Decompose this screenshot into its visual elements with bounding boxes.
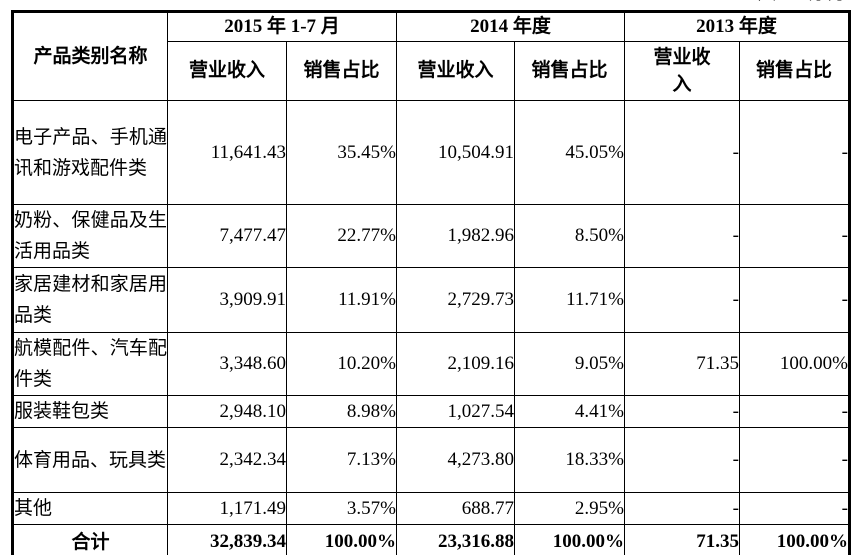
revenue-2015-cell: 3,348.60 <box>167 332 287 396</box>
revenue-2014-cell: 1,027.54 <box>396 395 515 428</box>
total-row: 合计 32,839.34 100.00% 23,316.88 100.00% 7… <box>12 524 850 555</box>
total-label-cell: 合计 <box>12 524 168 555</box>
revenue-2013-cell: - <box>624 267 740 333</box>
revenue-2015-cell: 2,342.34 <box>167 427 287 493</box>
revenue-2015-cell: 11,641.43 <box>167 100 287 205</box>
share-2014-cell: 2.95% <box>514 492 625 525</box>
category-cell: 电子产品、手机通讯和游戏配件类 <box>12 100 168 205</box>
revenue-2013-header-text: 营业收入 <box>653 47 711 95</box>
share-2015-header: 销售占比 <box>286 41 397 101</box>
table-row: 家居建材和家居用品类 3,909.91 11.91% 2,729.73 11.7… <box>12 267 850 333</box>
revenue-2015-cell: 1,171.49 <box>167 492 287 525</box>
header-row-periods: 产品类别名称 2015 年 1-7 月 2014 年度 2013 年度 <box>12 11 850 101</box>
share-2015-cell: 22.77% <box>286 204 397 268</box>
revenue-2014-cell: 10,504.91 <box>396 100 515 205</box>
revenue-2013-cell: 71.35 <box>624 332 740 396</box>
table-row: 电子产品、手机通讯和游戏配件类 11,641.43 35.45% 10,504.… <box>12 100 850 205</box>
revenue-2013-header: 营业收入 <box>624 41 740 101</box>
revenue-2015-cell: 2,948.10 <box>167 395 287 428</box>
table-row: 服装鞋包类 2,948.10 8.98% 1,027.54 4.41% - - <box>12 395 850 428</box>
share-2013-cell: - <box>739 492 850 525</box>
category-cell: 奶粉、保健品及生活用品类 <box>12 204 168 268</box>
revenue-2015-header: 营业收入 <box>167 41 287 101</box>
revenue-2015-cell: 7,477.47 <box>167 204 287 268</box>
share-2013-cell: - <box>739 204 850 268</box>
revenue-2014-cell: 2,729.73 <box>396 267 515 333</box>
share-2015-cell: 3.57% <box>286 492 397 525</box>
share-2014-cell: 8.50% <box>514 204 625 268</box>
table-row: 其他 1,171.49 3.57% 688.77 2.95% - - <box>12 492 850 525</box>
share-2014-cell: 45.05% <box>514 100 625 205</box>
category-cell: 航模配件、汽车配件类 <box>12 332 168 396</box>
category-cell: 其他 <box>12 492 168 525</box>
revenue-2015-cell: 3,909.91 <box>167 267 287 333</box>
revenue-2013-cell: - <box>624 395 740 428</box>
revenue-2013-cell: - <box>624 427 740 493</box>
revenue-2013-cell: - <box>624 100 740 205</box>
share-2015-cell: 11.91% <box>286 267 397 333</box>
header-row-metrics: 营业收入 销售占比 营业收入 销售占比 营业收入 销售占比 <box>13 41 850 101</box>
table-row: 奶粉、保健品及生活用品类 7,477.47 22.77% 1,982.96 8.… <box>12 204 850 268</box>
revenue-2014-total-cell: 23,316.88 <box>396 524 515 555</box>
share-2015-cell: 10.20% <box>286 332 397 396</box>
share-2013-header: 销售占比 <box>739 41 850 101</box>
share-2014-total-cell: 100.00% <box>514 524 625 555</box>
table-row: 体育用品、玩具类 2,342.34 7.13% 4,273.80 18.33% … <box>12 427 850 493</box>
share-2014-cell: 18.33% <box>514 427 625 493</box>
unit-note-text: 单位：万元 <box>727 0 847 3</box>
period-header-2014: 2014 年度 <box>396 11 625 42</box>
revenue-2014-cell: 2,109.16 <box>396 332 515 396</box>
revenue-2013-total-cell: 71.35 <box>624 524 740 555</box>
share-2013-cell: - <box>739 427 850 493</box>
share-2013-cell: - <box>739 100 850 205</box>
revenue-2015-total-cell: 32,839.34 <box>167 524 287 555</box>
share-2015-total-cell: 100.00% <box>286 524 397 555</box>
period-header-2015: 2015 年 1-7 月 <box>167 11 397 42</box>
share-2015-cell: 7.13% <box>286 427 397 493</box>
table-row: 航模配件、汽车配件类 3,348.60 10.20% 2,109.16 9.05… <box>12 332 850 396</box>
revenue-2014-cell: 688.77 <box>396 492 515 525</box>
share-2014-cell: 9.05% <box>514 332 625 396</box>
revenue-2014-header: 营业收入 <box>396 41 515 101</box>
unit-note-clipped: 单位：万元 <box>727 0 847 4</box>
share-2013-cell: - <box>739 267 850 333</box>
revenue-2014-cell: 4,273.80 <box>396 427 515 493</box>
category-cell: 服装鞋包类 <box>12 395 168 428</box>
share-2013-cell: 100.00% <box>739 332 850 396</box>
revenue-2013-cell: - <box>624 204 740 268</box>
share-2013-cell: - <box>739 395 850 428</box>
share-2015-cell: 8.98% <box>286 395 397 428</box>
share-2013-total-cell: 100.00% <box>739 524 850 555</box>
share-2014-cell: 11.71% <box>514 267 625 333</box>
share-2014-header: 销售占比 <box>514 41 625 101</box>
share-2015-cell: 35.45% <box>286 100 397 205</box>
share-2014-cell: 4.41% <box>514 395 625 428</box>
category-column-header: 产品类别名称 <box>12 11 168 101</box>
revenue-2014-cell: 1,982.96 <box>396 204 515 268</box>
category-cell: 体育用品、玩具类 <box>12 427 168 493</box>
period-header-2013: 2013 年度 <box>624 11 850 42</box>
category-cell: 家居建材和家居用品类 <box>12 267 168 333</box>
revenue-2013-cell: - <box>624 492 740 525</box>
product-revenue-table: 产品类别名称 2015 年 1-7 月 2014 年度 2013 年度 营业收入… <box>11 10 851 555</box>
